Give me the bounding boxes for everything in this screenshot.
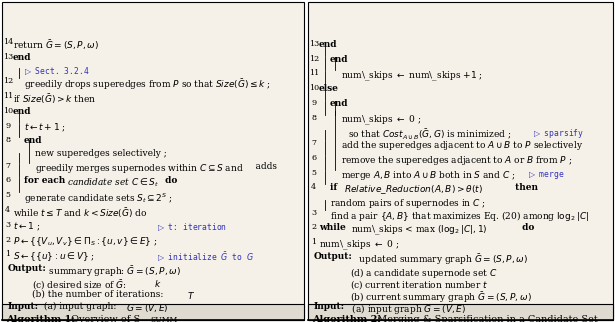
Text: 13: 13 (3, 53, 14, 61)
Bar (2, 2, 304, 320)
Text: merge $A, B$ into $A \cup B$ both in $S$ and $C$ ;: merge $A, B$ into $A \cup B$ both in $S$… (341, 169, 515, 182)
Bar (308, 2, 613, 320)
Text: Output:: Output: (8, 264, 47, 273)
Text: do: do (519, 223, 534, 232)
Text: end: end (24, 137, 42, 146)
Text: then: then (512, 184, 538, 193)
Text: 11: 11 (309, 70, 319, 78)
Text: 10: 10 (3, 107, 13, 115)
Text: return $\bar{G} = (S, P, \omega)$: return $\bar{G} = (S, P, \omega)$ (13, 38, 99, 52)
Text: candidate set $C \in S_t$: candidate set $C \in S_t$ (67, 176, 159, 189)
Bar (308, 304, 613, 320)
Text: $\triangleright$ sparsify: $\triangleright$ sparsify (533, 127, 584, 140)
Text: num\_skips < max $(\log_2 |C|, 1)$: num\_skips < max $(\log_2 |C|, 1)$ (351, 223, 488, 237)
Text: for each: for each (24, 176, 68, 185)
Text: 12: 12 (309, 55, 319, 63)
Text: end: end (319, 40, 338, 49)
Text: 7: 7 (5, 162, 10, 170)
Text: else: else (319, 84, 339, 93)
Text: new superedges selectively ;: new superedges selectively ; (35, 149, 167, 158)
Text: remove the superedges adjacent to $A$ or $B$ from $P$ ;: remove the superedges adjacent to $A$ or… (341, 154, 572, 167)
Text: (c) current iteration number $t$: (c) current iteration number $t$ (350, 278, 488, 291)
Text: num\_skips $\leftarrow$ 0 ;: num\_skips $\leftarrow$ 0 ; (341, 114, 421, 127)
Text: 9: 9 (311, 99, 316, 107)
Text: Input:: Input: (314, 302, 345, 311)
Text: generate candidate sets $S_t \subseteq 2^S$ ;: generate candidate sets $S_t \subseteq 2… (24, 191, 173, 205)
Text: 2: 2 (5, 236, 10, 243)
Text: Input:: Input: (8, 302, 39, 311)
Text: updated summary graph $\bar{G} = (S, P, \omega)$: updated summary graph $\bar{G} = (S, P, … (356, 252, 528, 267)
Text: 12: 12 (3, 77, 14, 85)
Text: end: end (330, 99, 349, 108)
Text: greedily drops superedges from $P$ so that $Size(\bar{G}) \leq k$ ;: greedily drops superedges from $P$ so th… (24, 77, 271, 92)
Text: $t \leftarrow 1$ ;: $t \leftarrow 1$ ; (13, 221, 41, 233)
Text: (b) the number of iterations:: (b) the number of iterations: (32, 290, 166, 299)
Text: $k$: $k$ (152, 278, 162, 289)
Text: $\triangleright$ Sect. 3.2.4: $\triangleright$ Sect. 3.2.4 (24, 65, 90, 77)
Text: 9: 9 (5, 122, 10, 129)
Text: while: while (319, 223, 349, 232)
Text: Merging & Sparsification in a Candidate Set: Merging & Sparsification in a Candidate … (374, 316, 598, 322)
Text: random pairs of supernodes in $C$ ;: random pairs of supernodes in $C$ ; (330, 197, 486, 210)
Text: $\triangleright$ merge: $\triangleright$ merge (528, 169, 565, 181)
Text: $S \leftarrow \{\{u\} : u \in V\}$ ;: $S \leftarrow \{\{u\} : u \in V\}$ ; (13, 250, 95, 263)
Text: $G = (V, E)$: $G = (V, E)$ (126, 302, 169, 314)
Text: $\triangleright$ t: iteration: $\triangleright$ t: iteration (157, 221, 227, 233)
Text: 1: 1 (5, 250, 10, 258)
Text: (a) input graph:: (a) input graph: (41, 302, 119, 311)
Text: num\_skips $\leftarrow$ num\_skips $+ 1$ ;: num\_skips $\leftarrow$ num\_skips $+ 1$… (341, 70, 483, 83)
Text: 14: 14 (3, 38, 14, 46)
Text: 3: 3 (311, 209, 316, 217)
Text: 11: 11 (3, 92, 14, 100)
Text: end: end (330, 55, 349, 64)
Text: so that $Cost_{A\cup B}(\bar{G}, G)$ is minimized ;: so that $Cost_{A\cup B}(\bar{G}, G)$ is … (348, 127, 511, 141)
Text: Algorithm 2:: Algorithm 2: (312, 316, 381, 322)
Text: (d) a candidate supernode set $C$: (d) a candidate supernode set $C$ (350, 266, 498, 279)
Text: 2: 2 (311, 223, 316, 232)
Bar (2, 304, 304, 320)
Text: $T$: $T$ (187, 290, 195, 301)
Text: Algorithm 1:: Algorithm 1: (6, 316, 75, 322)
Text: (b) current summary graph $\bar{G} = (S, P, \omega)$: (b) current summary graph $\bar{G} = (S,… (350, 290, 532, 305)
Text: 8: 8 (311, 114, 316, 122)
Text: SUMM: SUMM (150, 316, 177, 322)
Text: 5: 5 (311, 169, 316, 177)
Text: add the superedges adjacent to $A \cup B$ to $P$ selectively: add the superedges adjacent to $A \cup B… (341, 139, 583, 152)
Text: end: end (13, 53, 31, 62)
Text: $P \leftarrow \{\{V_u, V_v\} \in \Pi_S : \{u,v\} \in E\}$ ;: $P \leftarrow \{\{V_u, V_v\} \in \Pi_S :… (13, 236, 157, 248)
Text: summary graph: $\bar{G} = (S, P, \omega)$: summary graph: $\bar{G} = (S, P, \omega)… (46, 264, 181, 279)
Text: 13: 13 (309, 40, 319, 48)
Text: Overview of S: Overview of S (68, 316, 140, 322)
Text: 10: 10 (309, 84, 319, 92)
Text: if $Size(\bar{G}) > k$ then: if $Size(\bar{G}) > k$ then (13, 92, 96, 106)
Text: 6: 6 (5, 176, 10, 185)
Text: if: if (330, 184, 340, 193)
Text: 1: 1 (311, 238, 316, 246)
Text: 5: 5 (5, 191, 10, 199)
Text: 4: 4 (5, 206, 10, 214)
Text: $t \leftarrow t + 1$ ;: $t \leftarrow t + 1$ ; (24, 122, 66, 134)
Text: 3: 3 (5, 221, 10, 229)
Text: greedily merges supernodes within $C \subseteq S$ and: greedily merges supernodes within $C \su… (35, 162, 244, 175)
Text: num\_skips $\leftarrow$ 0 ;: num\_skips $\leftarrow$ 0 ; (319, 238, 400, 251)
Text: find a pair $\{A, B\}$ that maximizes Eq. (20) among $\log_2 |C|$: find a pair $\{A, B\}$ that maximizes Eq… (330, 209, 589, 223)
Text: Output:: Output: (314, 252, 353, 261)
Text: end: end (13, 107, 31, 116)
Text: do: do (162, 176, 177, 185)
Text: $\mathit{Relative\_Reduction}(A, B) > \theta(t)$: $\mathit{Relative\_Reduction}(A, B) > \t… (344, 184, 483, 196)
Text: 7: 7 (311, 139, 316, 147)
Text: (c) desired size of $\bar{G}$:: (c) desired size of $\bar{G}$: (32, 278, 127, 291)
Text: (a) input graph $G = (V, E)$: (a) input graph $G = (V, E)$ (349, 302, 466, 316)
Text: while $t \leq T$ and $k < Size(\bar{G})$ do: while $t \leq T$ and $k < Size(\bar{G})$… (13, 206, 148, 220)
Text: 6: 6 (311, 154, 316, 162)
Text: 4: 4 (311, 184, 316, 192)
Text: $\triangleright$ initialize $\bar{G}$ to $G$: $\triangleright$ initialize $\bar{G}$ to… (157, 250, 254, 264)
Text: adds: adds (244, 162, 277, 171)
Text: 8: 8 (5, 137, 10, 144)
